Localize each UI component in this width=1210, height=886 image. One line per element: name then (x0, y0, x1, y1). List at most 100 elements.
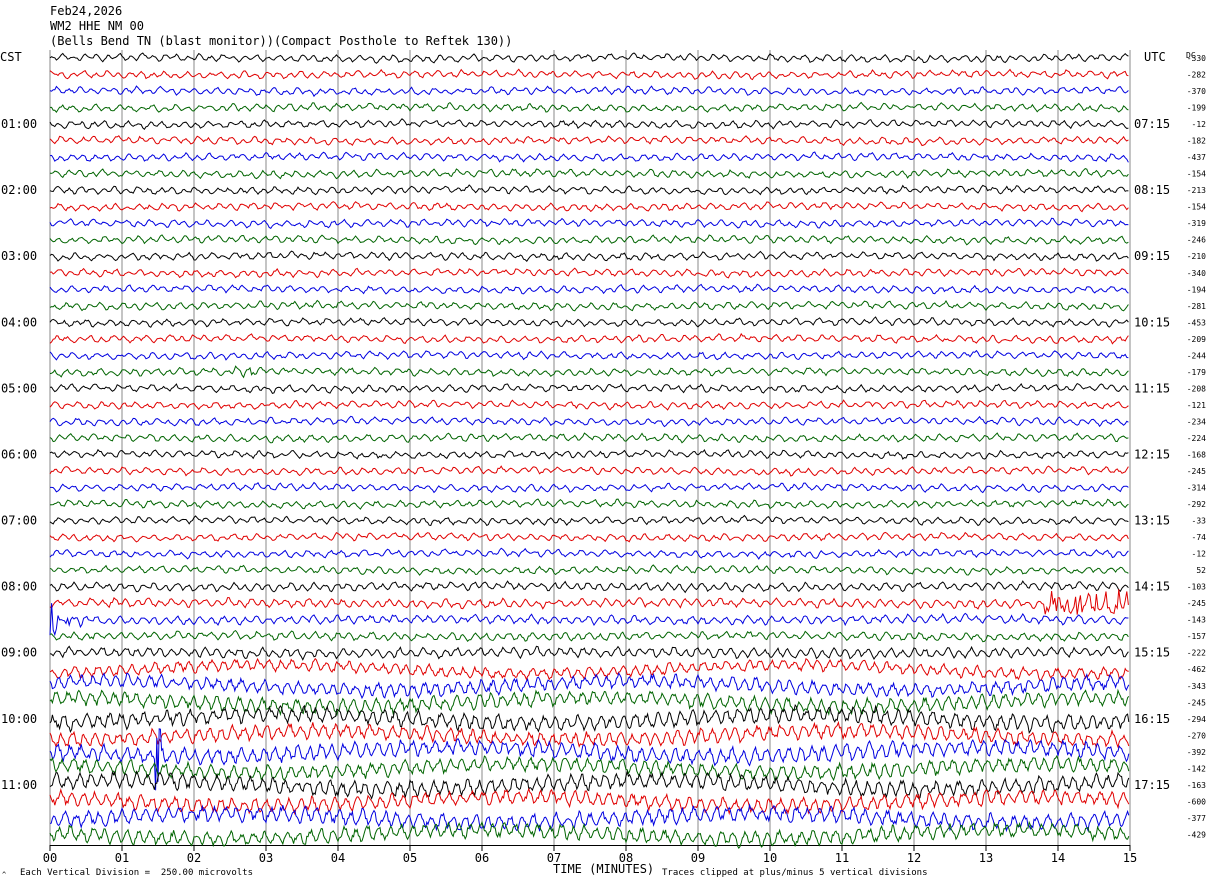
seismic-trace (49, 299, 1129, 312)
dc-offset-label: -314 (1187, 484, 1206, 493)
x-tick-label: 03 (259, 851, 273, 865)
dc-offset-label: -143 (1187, 616, 1206, 625)
seismic-trace (49, 703, 1130, 735)
seismic-trace (49, 349, 1129, 361)
dc-offset-label: -163 (1187, 781, 1206, 790)
dc-offset-label: -224 (1187, 434, 1206, 443)
dc-header-label: DC (1186, 51, 1196, 60)
dc-offset-label: -453 (1187, 318, 1206, 327)
dc-offset-label: -245 (1187, 599, 1206, 608)
seismic-trace (49, 68, 1129, 81)
seismogram-traces (49, 52, 1130, 849)
dc-offset-label: -182 (1187, 137, 1206, 146)
seismic-trace (50, 481, 1129, 494)
dc-offset-label: -121 (1187, 401, 1206, 410)
seismic-trace (49, 657, 1129, 682)
seismic-trace (49, 671, 1130, 700)
dc-offset-label: -245 (1187, 467, 1206, 476)
seismic-trace (49, 603, 1129, 637)
dc-offset-label: -103 (1187, 583, 1206, 592)
station-label: (Bells Bend TN (blast monitor))(Compact … (50, 34, 513, 48)
utc-hour-label: 17:15 (1134, 778, 1170, 792)
dc-offset-label: -209 (1187, 335, 1206, 344)
dc-offset-label: -319 (1187, 219, 1206, 228)
seismic-trace (49, 382, 1129, 395)
x-tick-label: 12 (907, 851, 921, 865)
utc-hour-label: 11:15 (1134, 381, 1170, 395)
dc-offset-label: -294 (1187, 715, 1206, 724)
seismic-trace (49, 151, 1129, 163)
utc-hour-label: 10:15 (1134, 315, 1170, 329)
cst-hour-label: 02:00 (1, 183, 37, 197)
dc-offset-label: -246 (1187, 236, 1206, 245)
left-timezone-label: CST (0, 50, 22, 64)
seismic-trace (49, 283, 1129, 295)
dc-offset-label: -74 (1192, 533, 1207, 542)
dc-offset-label: -222 (1187, 649, 1206, 658)
dc-offset-label: -12 (1192, 120, 1207, 129)
utc-hour-label: 14:15 (1134, 580, 1170, 594)
seismic-trace (49, 85, 1129, 98)
channel-label: WM2 HHE NM 00 (50, 19, 144, 33)
seismic-trace (49, 448, 1129, 460)
cst-hour-label: 05:00 (1, 381, 37, 395)
dc-offset-label: -208 (1187, 384, 1206, 393)
dc-offset-label: -270 (1187, 731, 1206, 740)
seismic-trace (49, 184, 1129, 196)
x-tick-label: 00 (43, 851, 57, 865)
seismic-trace (49, 688, 1130, 717)
x-tick-label: 04 (331, 851, 345, 865)
dc-offset-label: -244 (1187, 351, 1206, 360)
seismic-trace (49, 465, 1129, 477)
seismic-trace (49, 498, 1129, 510)
seismic-trace (49, 365, 1129, 379)
cst-hour-labels: 01:00 02:00 03:00 04:00 05:00 06:00 07:00 08:00… (1, 117, 37, 792)
utc-hour-label: 16:15 (1134, 712, 1170, 726)
seismic-trace (49, 645, 1129, 661)
dc-offset-label: -330 (1187, 54, 1206, 63)
seismic-trace (49, 399, 1129, 411)
x-tick-label: 10 (763, 851, 777, 865)
seismic-trace (49, 168, 1129, 180)
dc-offset-label: -213 (1187, 186, 1206, 195)
cst-hour-label: 04:00 (1, 315, 37, 329)
dc-offset-label: -12 (1192, 550, 1207, 559)
seismic-trace (50, 101, 1129, 114)
date-label: Feb24,2026 (50, 4, 123, 18)
clip-note: Traces clipped at plus/minus 5 vertical … (662, 868, 928, 878)
x-tick-label: 02 (187, 851, 201, 865)
seismic-trace (49, 787, 1130, 816)
dc-offset-label: -194 (1187, 285, 1206, 294)
x-tick-label: 15 (1123, 851, 1137, 865)
seismic-trace (49, 316, 1129, 328)
x-axis-title: TIME (MINUTES) (553, 862, 655, 876)
seismic-trace (49, 720, 1130, 749)
seismic-trace (49, 217, 1129, 229)
seismic-trace (49, 629, 1129, 643)
x-tick-label: 08 (619, 851, 633, 865)
cst-hour-label: 09:00 (1, 646, 37, 660)
seismic-trace (49, 52, 1129, 64)
x-tick-label: 05 (403, 851, 417, 865)
dc-offset-label: -429 (1187, 830, 1206, 839)
seismic-trace (49, 332, 1129, 345)
corner-mark: ^ (2, 871, 7, 879)
dc-offset-label: -392 (1187, 748, 1206, 757)
dc-offset-label: -377 (1187, 814, 1206, 823)
dc-offset-label: -292 (1187, 500, 1206, 509)
dc-offset-label: -179 (1187, 368, 1206, 377)
cst-hour-label: 07:00 (1, 514, 37, 528)
dc-offset-labels: -330 -282 -370 -199 -12 -182 -437 -154 -213 -154 -… (1187, 54, 1206, 839)
seismic-trace (49, 820, 1130, 849)
cst-hour-label: 01:00 (1, 117, 37, 131)
seismic-trace (49, 589, 1129, 615)
utc-hour-labels: 07:15 08:15 09:15 10:15 11:15 12:15 13:15 14:15… (1134, 117, 1170, 792)
seismic-trace (49, 728, 1130, 791)
dc-offset-label: -33 (1192, 517, 1207, 526)
seismic-trace (49, 118, 1129, 131)
seismic-trace (49, 250, 1129, 262)
seismic-trace (49, 415, 1129, 428)
x-tick-label: 13 (979, 851, 993, 865)
utc-hour-label: 12:15 (1134, 447, 1170, 461)
